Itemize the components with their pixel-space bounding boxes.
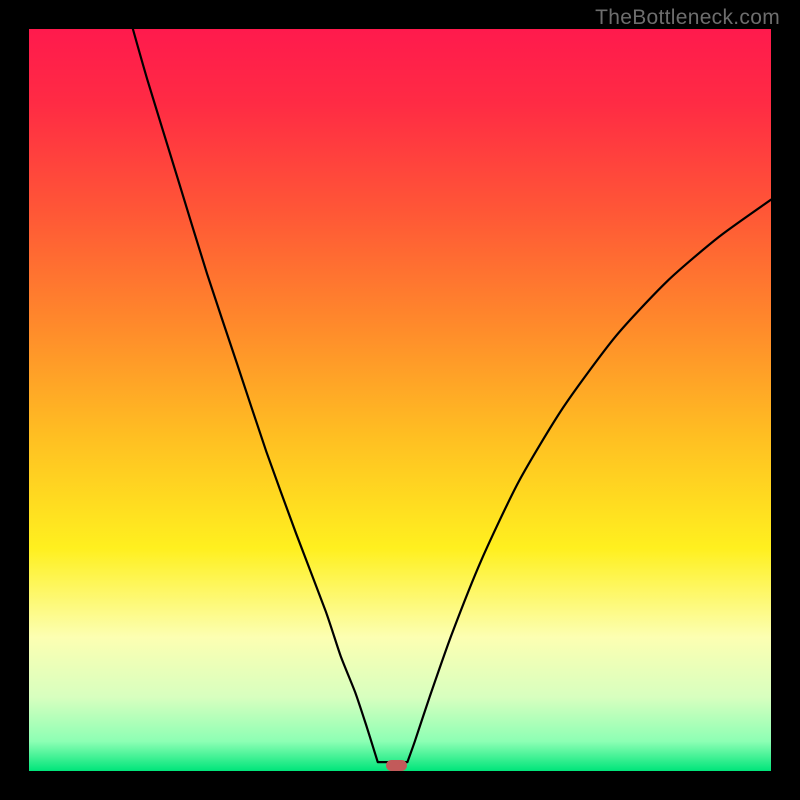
chart-background bbox=[29, 29, 771, 771]
watermark-text: TheBottleneck.com bbox=[595, 6, 780, 30]
chart-svg bbox=[29, 29, 771, 771]
plot-area bbox=[29, 29, 771, 771]
optimal-point-marker bbox=[386, 760, 407, 771]
